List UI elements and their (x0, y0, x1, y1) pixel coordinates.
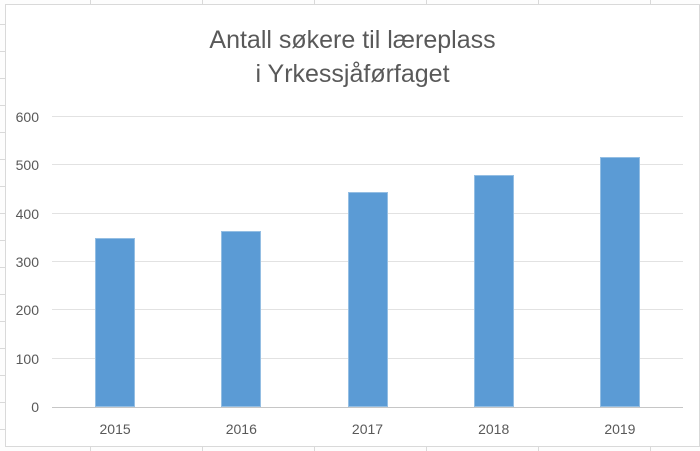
bar-2018[interactable] (473, 175, 514, 407)
x-tick-label-2019: 2019 (604, 421, 636, 437)
y-tick-label: 500 (15, 157, 39, 174)
y-tick-label: 200 (15, 302, 39, 319)
y-tick-label: 0 (31, 399, 39, 415)
y-tick-label: 100 (15, 350, 39, 367)
bar-2015[interactable] (95, 237, 136, 407)
chart-canvas[interactable]: Antall søkere til læreplass i Yrkessjåfø… (5, 4, 700, 447)
y-tick-label: 400 (15, 205, 39, 222)
bar-2019[interactable] (599, 156, 640, 407)
x-tick-label-2015: 2015 (99, 421, 131, 437)
plot-area (52, 116, 683, 408)
y-tick-label: 300 (15, 254, 39, 270)
x-tick-label-2016: 2016 (225, 421, 257, 437)
x-tick-label-2017: 2017 (351, 421, 384, 437)
x-axis-line (52, 407, 683, 408)
y-gridline (52, 164, 683, 166)
chart-title: Antall søkere til læreplass i Yrkessjåfø… (6, 23, 699, 91)
chart-title-line1: Antall søkere til læreplass (209, 26, 496, 54)
bar-2016[interactable] (221, 230, 262, 407)
x-tick-label-2018: 2018 (478, 421, 510, 437)
y-tick-label: 600 (15, 109, 39, 125)
bar-2017[interactable] (347, 191, 388, 407)
y-gridline (52, 116, 683, 117)
chart-title-line2: i Yrkessjåførfaget (255, 60, 450, 88)
